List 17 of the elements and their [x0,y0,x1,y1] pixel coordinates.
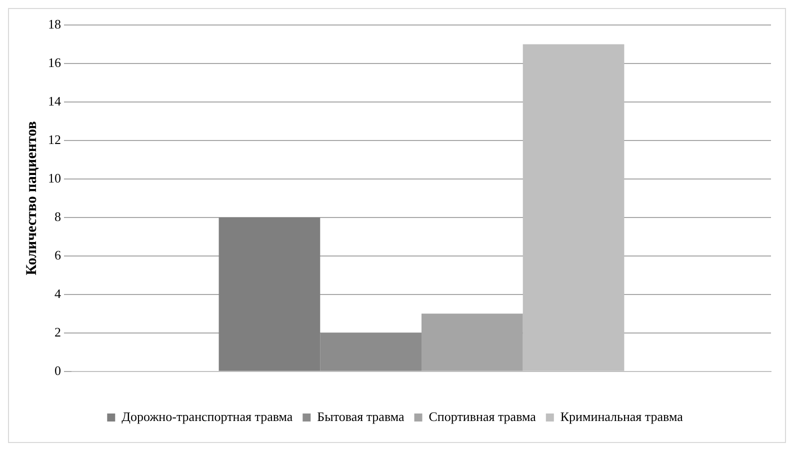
y-tick-label: 8 [54,208,61,224]
legend-label: Криминальная травма [560,408,684,424]
legend-label: Бытовая травма [317,408,404,424]
legend-label: Спортивная травма [428,408,536,424]
y-tick-label: 6 [54,247,62,262]
y-tick-label: 18 [48,16,61,32]
bar [320,332,422,371]
y-axis-title: Количество пациентов [24,121,40,276]
y-tick-label: 10 [48,170,61,186]
y-tick-label: 12 [48,132,61,147]
y-tick-label: 16 [48,54,62,70]
y-tick-label: 2 [54,324,61,340]
bar [218,217,320,371]
y-tick-label: 14 [48,93,62,108]
y-tick-label: 4 [54,286,62,301]
y-tick-label: 0 [54,362,61,378]
legend-label: Дорожно-транспортная травма [122,408,293,424]
